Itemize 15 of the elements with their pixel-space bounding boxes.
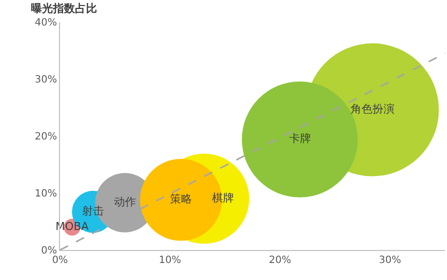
x-tick-label: 20% — [268, 255, 292, 266]
x-tick-label: 0% — [52, 255, 68, 266]
series-label: 策略 — [170, 192, 192, 206]
y-axis-title: 曝光指数占比 — [31, 2, 97, 15]
series-label: 卡牌 — [288, 132, 311, 146]
x-tick-label: 10% — [158, 255, 182, 266]
y-tick-label: 10% — [34, 188, 57, 200]
y-tick-label: 20% — [34, 132, 57, 142]
series-label: 棋牌 — [212, 191, 234, 204]
series-label: 动作 — [114, 195, 136, 208]
x-tick-label: 30% — [378, 255, 402, 266]
y-tick-label: 40% — [34, 18, 57, 28]
y-tick-label: 30% — [34, 74, 57, 86]
series-label: 角色扮演 — [350, 102, 394, 116]
y-tick-label: 0% — [41, 246, 57, 256]
